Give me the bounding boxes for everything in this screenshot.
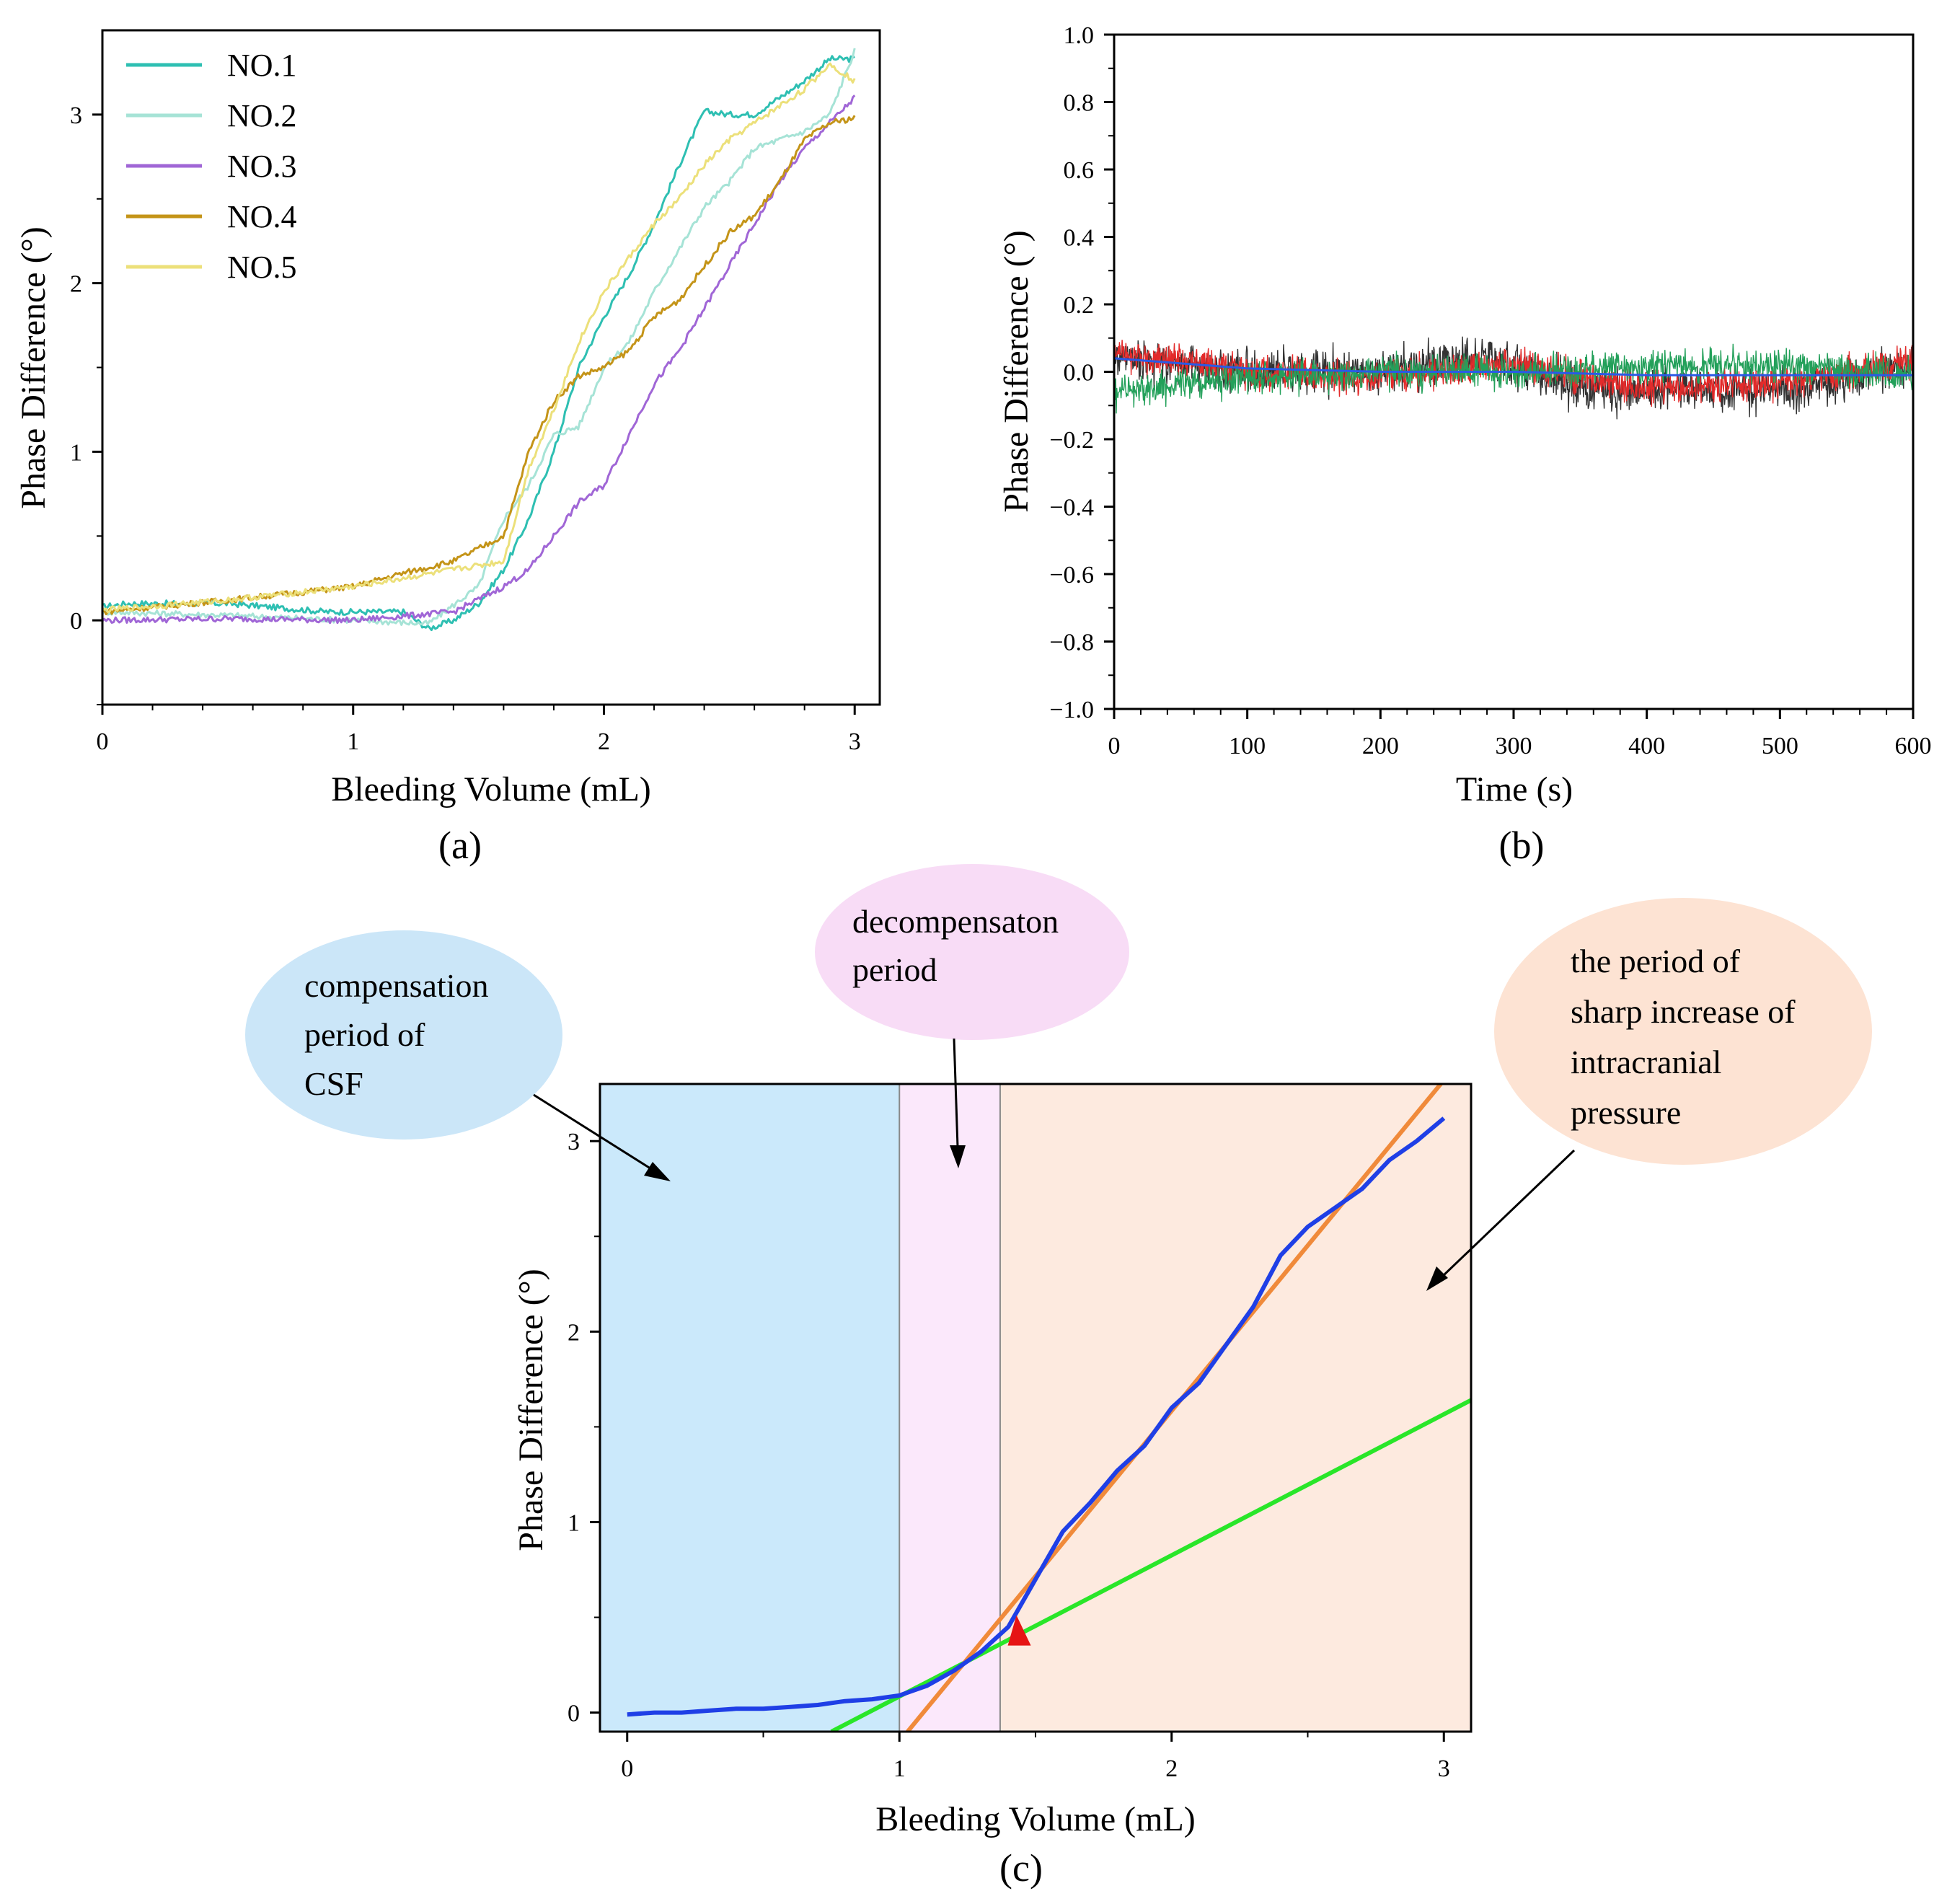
sharp-increase-bubble-line-3: intracranial [1571, 1044, 1721, 1080]
panel-a-y-tick-label: 0 [70, 608, 82, 635]
legend-label-no5: NO.5 [227, 250, 297, 285]
mean-trace-blue [1113, 357, 1913, 376]
sharp-increase-bubble-line-1: the period of [1571, 943, 1741, 979]
panel-b-label: (b) [1499, 824, 1545, 867]
panel-b-y-tick-label: −0.6 [1049, 562, 1094, 589]
panel-b-y-tick-label: −0.2 [1049, 427, 1094, 454]
panel-a-ticks: 0 1 2 3 0 1 2 3 [70, 102, 861, 755]
panel-b-x-tick-label: 0 [1108, 733, 1121, 759]
panel-c-ticks: 0 1 2 3 0 1 2 3 [568, 1129, 1450, 1782]
panel-b-y-tick-label: 0.4 [1064, 225, 1095, 252]
panel-c-y-axis-title: Phase Difference (°) [512, 1269, 550, 1551]
noise-trace-black [1113, 336, 1914, 420]
panel-a-x-tick-label: 0 [97, 728, 109, 755]
legend-label-no3: NO.3 [227, 149, 297, 184]
fit-line-shallow [830, 1398, 1471, 1732]
series-line-no3 [101, 94, 856, 625]
panel-b-x-tick-label: 100 [1229, 733, 1266, 759]
series-line-no4 [102, 115, 856, 616]
panel-c-x-tick-label: 3 [1438, 1755, 1450, 1782]
panel-b-y-axis-title: Phase Difference (°) [997, 230, 1036, 512]
panel-a-y-tick-label: 3 [70, 102, 82, 129]
panel-b-y-tick-label: −0.8 [1049, 630, 1094, 656]
panel-a-y-axis-title: Phase Difference (°) [14, 226, 53, 508]
panel-b-y-tick-label: 1.0 [1064, 22, 1095, 49]
panel-b-x-tick-label: 200 [1362, 733, 1399, 759]
series-line-no1 [102, 55, 855, 632]
series-line-no2 [101, 48, 856, 626]
region-sharp-increase [999, 1084, 1471, 1732]
panel-c-y-tick-label: 0 [568, 1701, 580, 1727]
panel-b-x-tick-label: 400 [1628, 733, 1665, 759]
sharp-increase-bubble-line-2: sharp increase of [1571, 993, 1796, 1030]
panel-c-x-tick-label: 1 [893, 1755, 906, 1782]
panel-b-ticks: 0 100 200 300 400 500 600 −1.0 −0.8 −0.6 −0.4 −0.2 0… [1049, 22, 1931, 759]
compensation-bubble-line-1: compensation [304, 967, 489, 1004]
compensation-bubble [245, 930, 562, 1140]
panel-c-x-tick-label: 0 [621, 1755, 633, 1782]
decompensation-bubble-line-2: period [852, 951, 937, 988]
panel-b-chart: 0 100 200 300 400 500 600 −1.0 −0.8 −0.6 −0.4 −0.2 0… [997, 22, 1932, 867]
series-line-no5 [102, 62, 856, 614]
sharp-increase-bubble-line-4: pressure [1571, 1094, 1681, 1131]
compensation-bubble-line-3: CSF [304, 1065, 363, 1102]
panel-c-series-group [627, 1084, 1471, 1732]
panel-b-y-tick-label: −0.4 [1049, 495, 1094, 521]
panel-a-chart: 0 1 2 3 0 1 2 3 NO.1 NO.2 NO.3 NO.4 NO.5 Bleeding V… [14, 29, 881, 867]
noise-trace-green [1113, 343, 1914, 414]
sharp-increase-bubble [1494, 898, 1872, 1165]
panel-b-x-axis-title: Time (s) [1456, 770, 1573, 808]
panel-c-x-axis-title: Bleeding Volume (mL) [875, 1800, 1196, 1838]
panel-b-x-tick-label: 500 [1762, 733, 1798, 759]
panel-b-y-tick-label: −1.0 [1049, 697, 1094, 723]
panel-b-y-tick-label: 0.8 [1064, 90, 1095, 117]
legend-label-no4: NO.4 [227, 199, 297, 234]
decompensation-bubble [815, 864, 1129, 1040]
legend-label-no1: NO.1 [227, 48, 297, 83]
decompensation-bubble-line-1: decompensaton [852, 903, 1059, 940]
panel-b-x-tick-label: 600 [1895, 733, 1932, 759]
panel-c-x-tick-label: 2 [1165, 1755, 1178, 1782]
panel-a-x-axis-title: Bleeding Volume (mL) [331, 770, 651, 808]
legend-label-no2: NO.2 [227, 98, 297, 133]
panel-c-y-tick-label: 2 [568, 1319, 580, 1346]
panel-a-label: (a) [438, 824, 482, 867]
panel-b-x-tick-label: 300 [1496, 733, 1532, 759]
panel-a-y-tick-label: 1 [70, 439, 82, 466]
panel-c-y-tick-label: 1 [568, 1509, 580, 1536]
panel-a-x-tick-label: 1 [347, 728, 359, 755]
panel-a-x-tick-label: 3 [849, 728, 861, 755]
compensation-bubble-line-2: period of [304, 1016, 425, 1053]
region-compensation [600, 1084, 900, 1732]
panel-b-series-group [1113, 336, 1914, 420]
panel-a-x-tick-label: 2 [598, 728, 610, 755]
panel-a-frame [101, 29, 881, 706]
bleeding-curve [627, 1116, 1446, 1717]
sharp-increase-arrow [1426, 1149, 1576, 1291]
panel-b-y-tick-label: 0.0 [1064, 360, 1095, 387]
panel-c-regions [600, 1084, 1471, 1732]
compensation-arrow [533, 1093, 671, 1181]
panel-b-y-tick-label: 0.2 [1064, 292, 1095, 319]
panel-a-y-tick-label: 2 [70, 271, 82, 298]
panel-a-legend: NO.1 NO.2 NO.3 NO.4 NO.5 [126, 48, 297, 285]
panel-b-y-tick-label: 0.6 [1064, 157, 1095, 184]
panel-c-label: (c) [999, 1846, 1043, 1890]
panel-a-series-group [101, 48, 856, 632]
panel-c-chart: 0 1 2 3 0 1 2 3 Bleeding Volume (mL) Phase Diff… [245, 864, 1872, 1890]
decompensation-arrow [950, 1038, 966, 1168]
region-decompensation [899, 1084, 1000, 1732]
inflection-marker [1007, 1615, 1031, 1646]
panel-c-y-tick-label: 3 [568, 1129, 580, 1155]
